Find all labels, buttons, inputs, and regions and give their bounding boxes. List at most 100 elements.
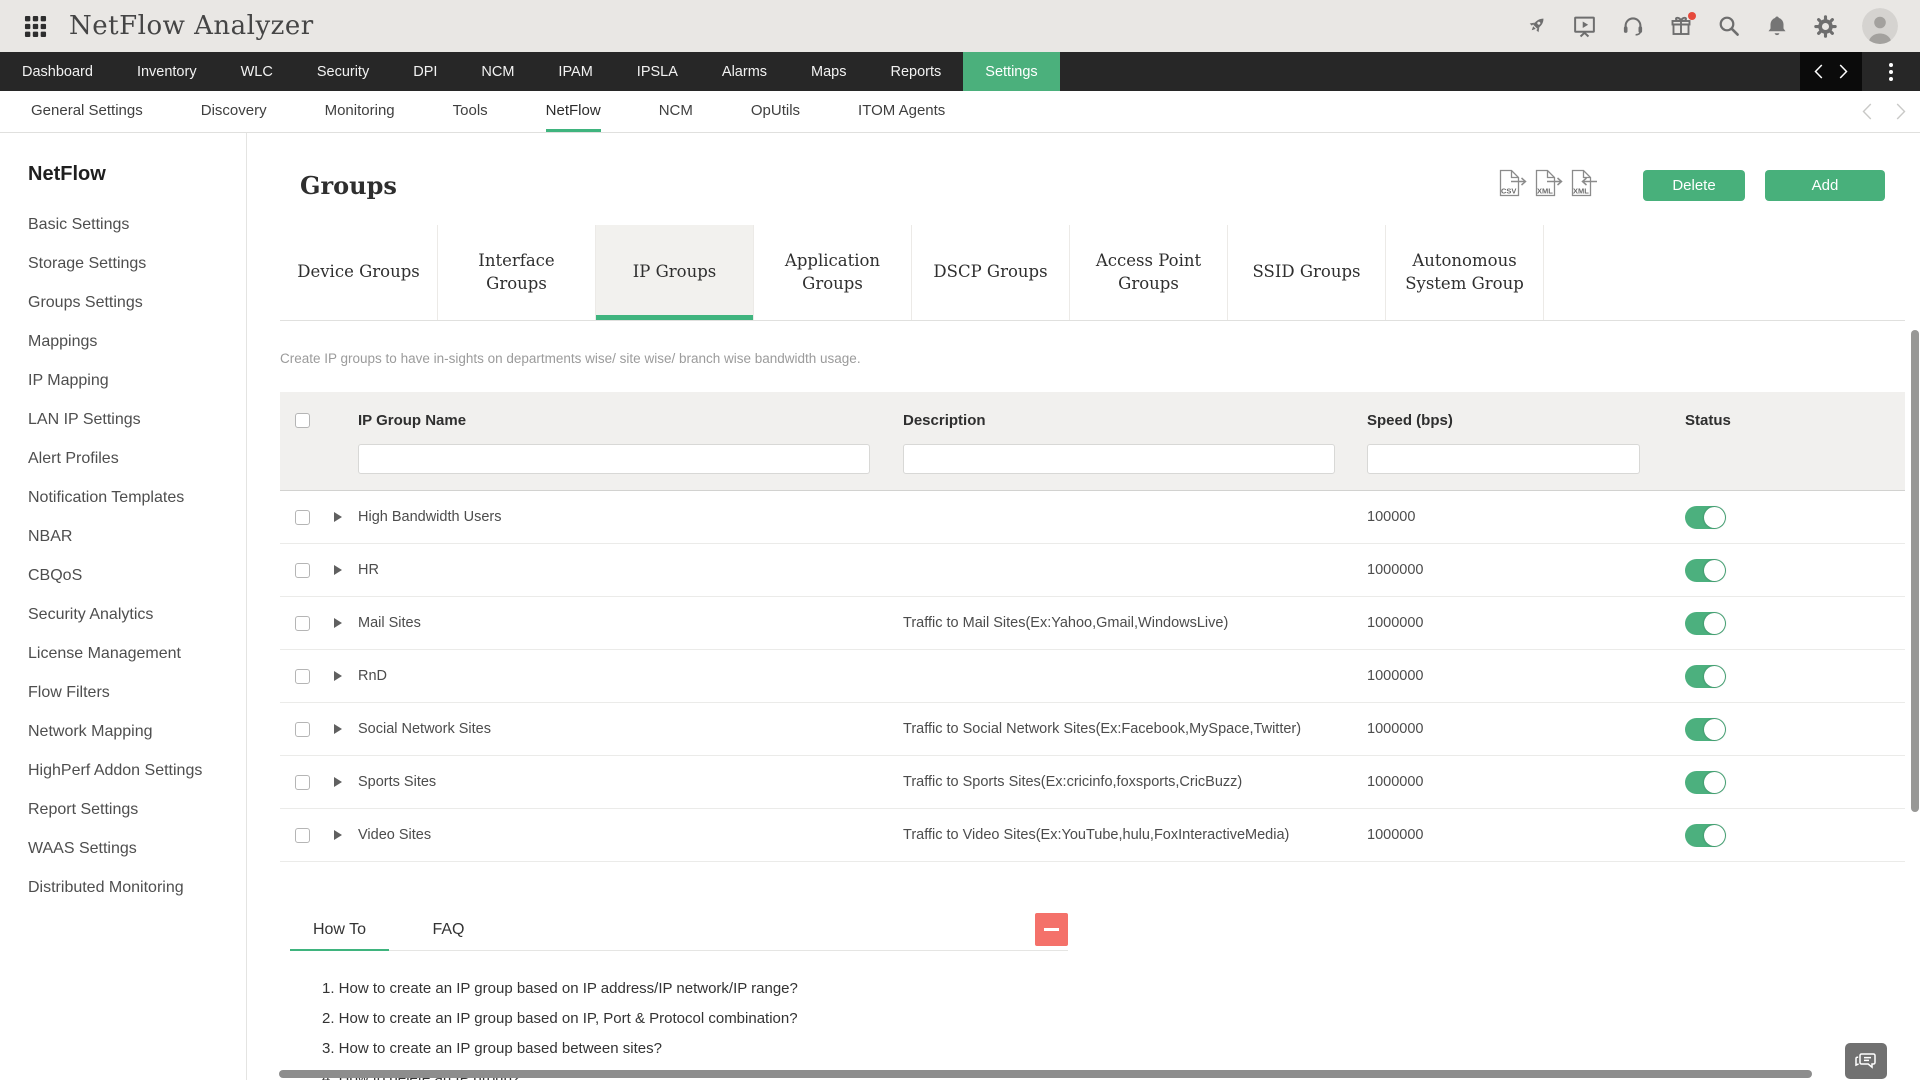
sidebar-item[interactable]: Notification Templates (28, 489, 246, 507)
main-nav-item[interactable]: Dashboard (0, 52, 115, 91)
export-file-icon[interactable]: XML (1569, 168, 1599, 203)
help-link[interactable]: 1. How to create an IP group based on IP… (322, 981, 1068, 997)
sub-nav-item[interactable]: Tools (453, 91, 488, 132)
sub-nav-item[interactable]: NCM (659, 91, 693, 132)
row-expand-arrow-icon[interactable] (334, 512, 342, 522)
filter-name-input[interactable] (358, 444, 870, 474)
row-expand-arrow-icon[interactable] (334, 830, 342, 840)
sub-nav-item[interactable]: General Settings (31, 91, 143, 132)
row-expand-arrow-icon[interactable] (334, 777, 342, 787)
group-tab[interactable]: DSCP Groups (912, 225, 1070, 320)
select-all-checkbox[interactable] (295, 412, 310, 428)
group-tab[interactable]: Access Point Groups (1070, 225, 1228, 320)
sidebar-item[interactable]: CBQoS (28, 567, 246, 585)
user-avatar[interactable] (1862, 8, 1898, 44)
main-nav-item[interactable]: Reports (869, 52, 964, 91)
main-nav-item[interactable]: Security (295, 52, 391, 91)
status-toggle[interactable] (1685, 558, 1726, 582)
sidebar-item[interactable]: Mappings (28, 333, 246, 351)
sidebar-item[interactable]: IP Mapping (28, 372, 246, 390)
sidebar-item[interactable]: Distributed Monitoring (28, 879, 246, 897)
sidebar-item[interactable]: Network Mapping (28, 723, 246, 741)
status-toggle[interactable] (1685, 664, 1726, 688)
group-tab[interactable]: IP Groups (596, 225, 754, 320)
sub-nav-item[interactable]: Monitoring (325, 91, 395, 132)
sub-nav-item[interactable]: NetFlow (545, 91, 601, 132)
sub-nav-item[interactable]: ITOM Agents (858, 91, 945, 132)
group-tab[interactable]: SSID Groups (1228, 225, 1386, 320)
row-checkbox[interactable] (295, 615, 310, 631)
row-checkbox[interactable] (295, 774, 310, 790)
row-expand-arrow-icon[interactable] (334, 671, 342, 681)
status-toggle[interactable] (1685, 505, 1726, 529)
export-file-icon[interactable]: XML (1533, 168, 1563, 203)
row-checkbox[interactable] (295, 827, 310, 843)
status-toggle[interactable] (1685, 823, 1726, 847)
bell-icon[interactable] (1765, 14, 1789, 38)
sub-nav-item[interactable]: OpUtils (751, 91, 800, 132)
sidebar-item[interactable]: LAN IP Settings (28, 411, 246, 429)
main-nav-item[interactable]: DPI (391, 52, 459, 91)
headset-icon[interactable] (1621, 14, 1645, 38)
main-nav-item[interactable]: IPSLA (615, 52, 700, 91)
main-nav-item[interactable]: NCM (459, 52, 536, 91)
sidebar-item[interactable]: Security Analytics (28, 606, 246, 624)
horizontal-scrollbar[interactable] (279, 1070, 1812, 1078)
filter-speed-input[interactable] (1367, 444, 1640, 474)
sidebar-item[interactable]: License Management (28, 645, 246, 663)
sidebar-item[interactable]: Groups Settings (28, 294, 246, 312)
chevron-left-icon[interactable] (1814, 64, 1823, 79)
main-nav-item[interactable]: WLC (219, 52, 295, 91)
group-tab[interactable]: Device Groups (280, 225, 438, 320)
add-button[interactable]: Add (1765, 170, 1885, 201)
help-tab[interactable]: FAQ (399, 911, 498, 951)
sidebar-item[interactable]: NBAR (28, 528, 246, 546)
delete-button[interactable]: Delete (1643, 170, 1745, 201)
sidebar-item[interactable]: Storage Settings (28, 255, 246, 273)
group-tab[interactable]: Interface Groups (438, 225, 596, 320)
row-checkbox[interactable] (295, 562, 310, 578)
filter-description-input[interactable] (903, 444, 1335, 474)
demo-screen-icon[interactable] (1572, 14, 1597, 39)
row-checkbox[interactable] (295, 668, 310, 684)
gear-icon[interactable] (1813, 14, 1838, 39)
main-nav-item[interactable]: Inventory (115, 52, 219, 91)
main-nav-item-label: NCM (481, 63, 515, 80)
search-icon[interactable] (1717, 14, 1741, 38)
row-expand-arrow-icon[interactable] (334, 565, 342, 575)
main-nav-item[interactable]: Maps (789, 52, 868, 91)
sub-nav-item[interactable]: Discovery (201, 91, 267, 132)
row-checkbox[interactable] (295, 721, 310, 737)
apps-grid-icon[interactable] (24, 15, 47, 38)
group-tab[interactable]: Application Groups (754, 225, 912, 320)
sidebar-item[interactable]: Basic Settings (28, 216, 246, 234)
row-checkbox[interactable] (295, 509, 310, 525)
export-file-icon[interactable]: CSV (1497, 168, 1527, 203)
group-tab[interactable]: Autonomous System Group (1386, 225, 1544, 320)
sidebar-item[interactable]: WAAS Settings (28, 840, 246, 858)
sidebar-item[interactable]: HighPerf Addon Settings (28, 762, 246, 780)
status-toggle[interactable] (1685, 717, 1726, 741)
feedback-chat-button[interactable] (1845, 1043, 1887, 1079)
row-expand-arrow-icon[interactable] (334, 618, 342, 628)
sidebar-item[interactable]: Report Settings (28, 801, 246, 819)
main-nav-item[interactable]: IPAM (536, 52, 614, 91)
chevron-right-icon[interactable] (1839, 64, 1848, 79)
status-toggle[interactable] (1685, 770, 1726, 794)
collapse-help-button[interactable] (1035, 913, 1068, 946)
kebab-menu-icon[interactable] (1862, 52, 1920, 91)
row-expand-arrow-icon[interactable] (334, 724, 342, 734)
sidebar-item[interactable]: Flow Filters (28, 684, 246, 702)
gift-icon[interactable] (1669, 12, 1696, 38)
chevron-left-icon[interactable] (1862, 103, 1872, 120)
status-toggle[interactable] (1685, 611, 1726, 635)
help-link[interactable]: 2. How to create an IP group based on IP… (322, 1011, 1068, 1027)
main-nav-item[interactable]: Settings (963, 52, 1060, 91)
sidebar-item[interactable]: Alert Profiles (28, 450, 246, 468)
rocket-icon[interactable] (1524, 14, 1548, 38)
help-link[interactable]: 3. How to create an IP group based betwe… (322, 1041, 1068, 1057)
vertical-scrollbar[interactable] (1911, 330, 1919, 812)
chevron-right-icon[interactable] (1896, 103, 1906, 120)
help-tab[interactable]: How To (290, 911, 389, 951)
main-nav-item[interactable]: Alarms (700, 52, 789, 91)
